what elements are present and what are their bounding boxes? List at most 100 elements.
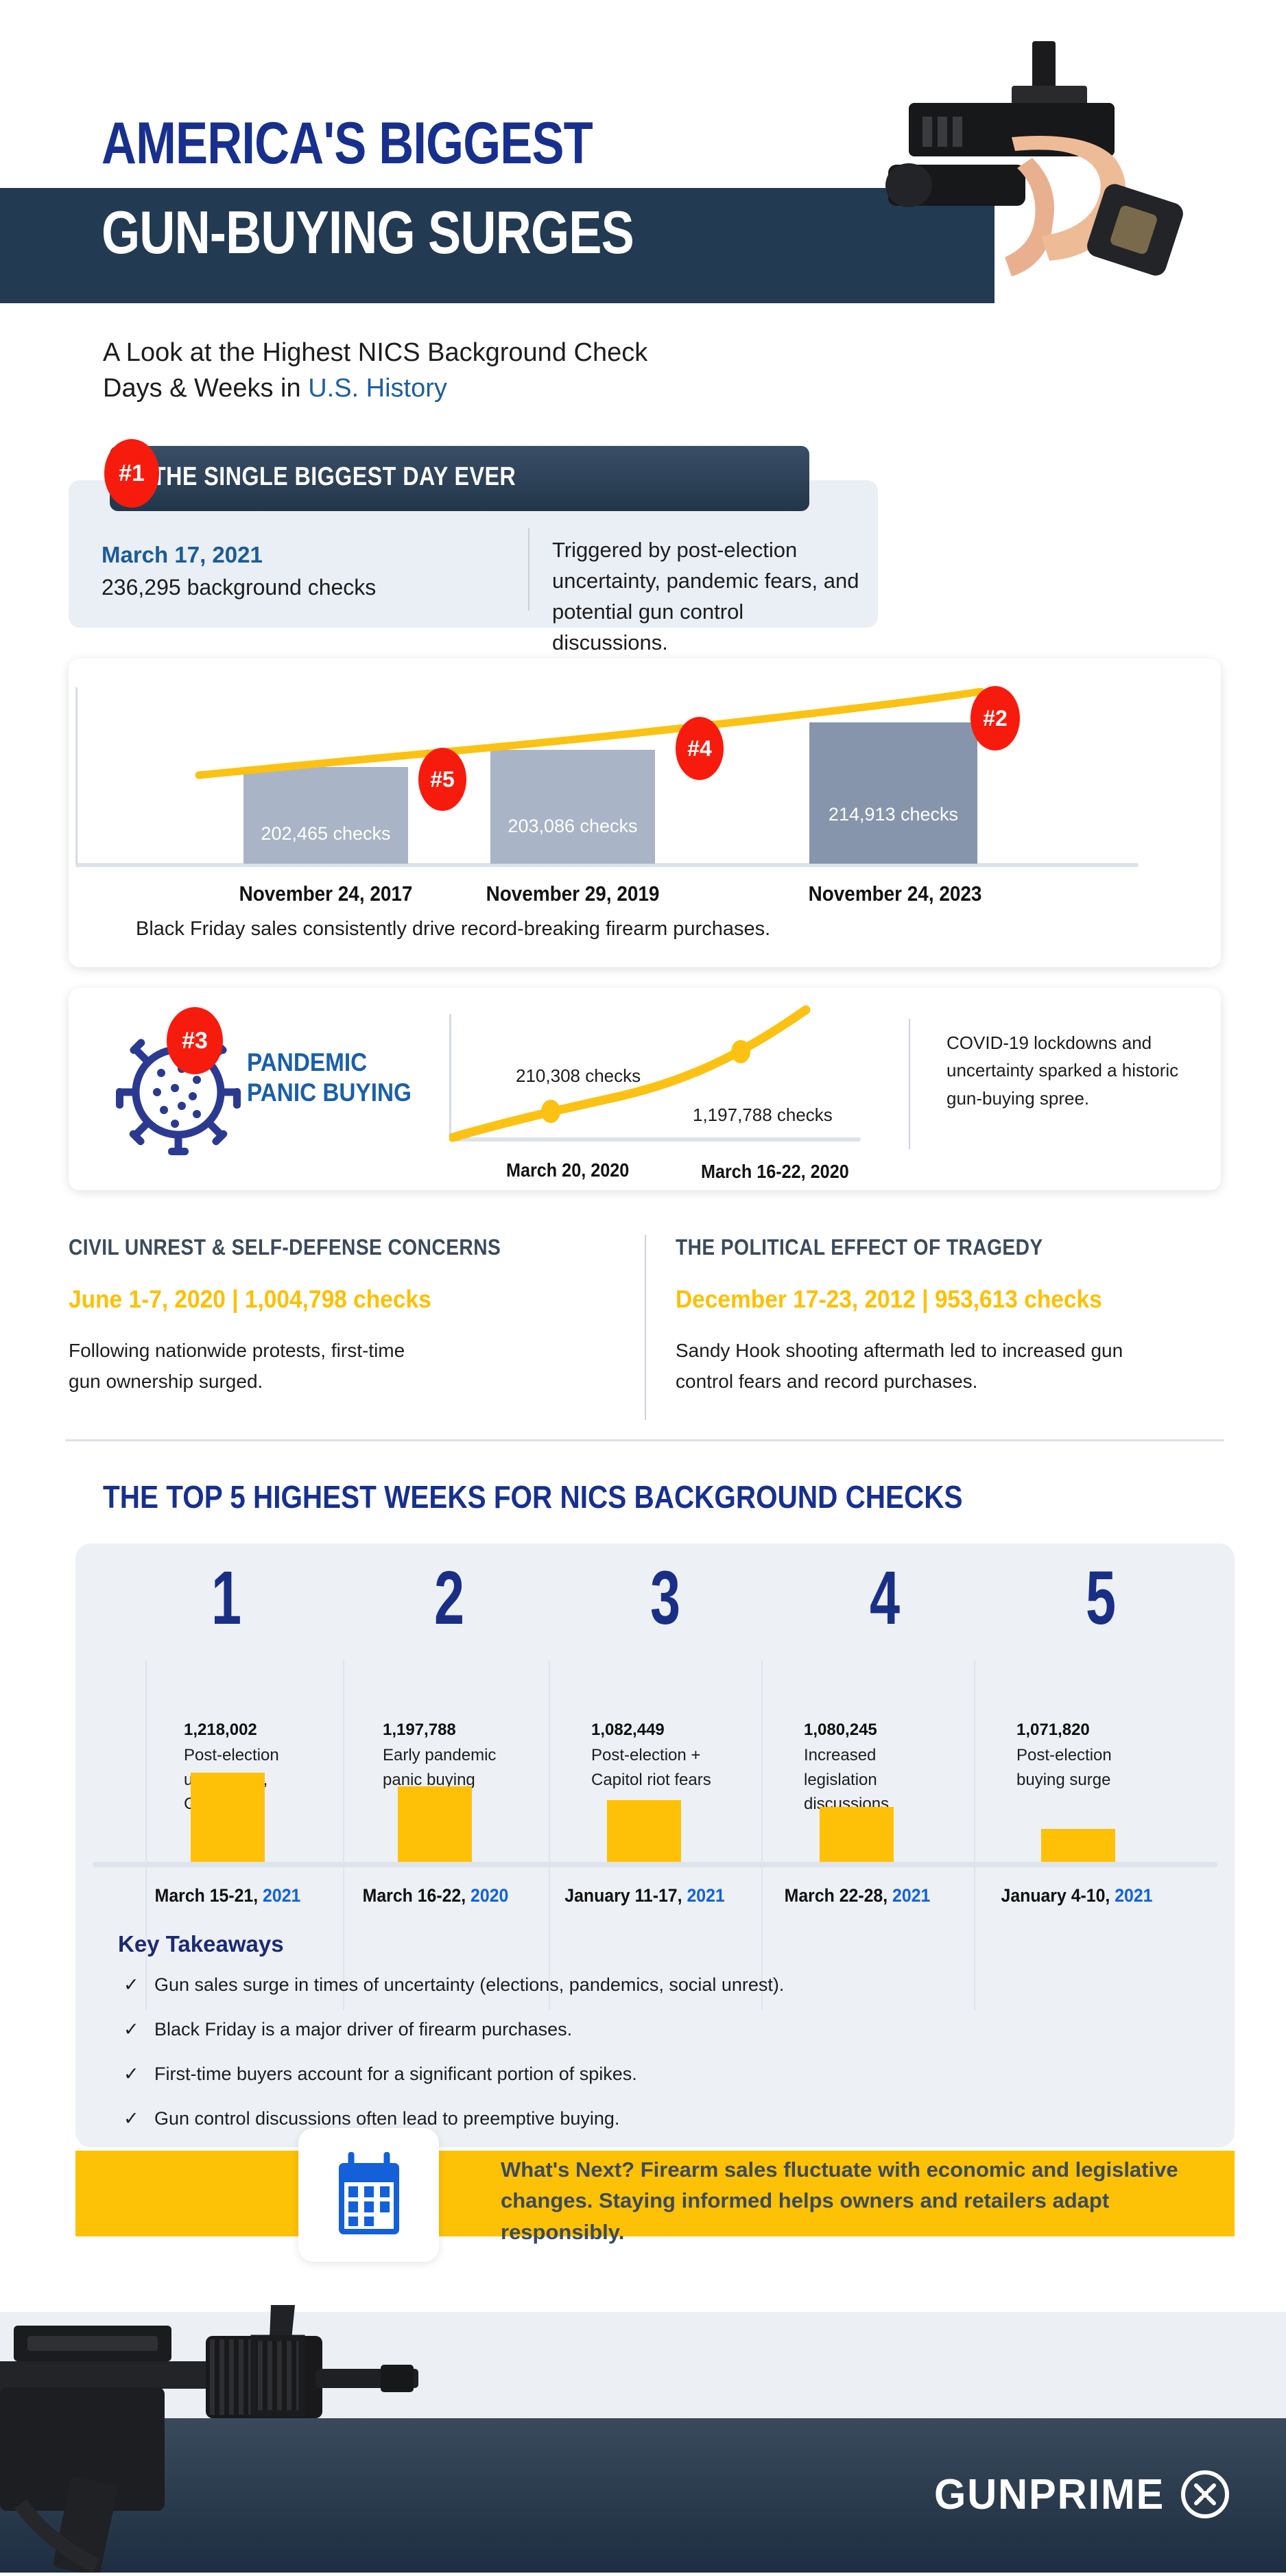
- top5-xlabel-2: January 11-17, 2021: [550, 1885, 739, 1906]
- pandemic-value-label-1: 1,197,788 checks: [693, 1104, 833, 1125]
- top5-value-0: 1,218,002: [184, 1721, 257, 1739]
- rank-badge-4: #4: [676, 717, 724, 780]
- top5-xlabel-month-1: March 16-22,: [362, 1885, 471, 1906]
- section-one-checks: 236,295 background checks: [102, 575, 377, 600]
- top5-rank-col-3: 4: [782, 1561, 988, 1636]
- top5-separator-1: [343, 1660, 344, 2010]
- rifle-photo: [0, 2298, 686, 2576]
- top5-value-4: 1,071,820: [1016, 1721, 1090, 1739]
- pistol-photo: [806, 21, 1286, 281]
- whats-next-text: What's Next? Firearm sales fluctuate wit…: [501, 2158, 1178, 2244]
- subtitle-line2: Days & Weeks in: [103, 374, 309, 403]
- top5-section-title: THE TOP 5 HIGHEST WEEKS FOR NICS BACKGRO…: [103, 1479, 963, 1515]
- column-civil-unrest: CIVIL UNREST & SELF-DEFENSE CONCERNS Jun…: [69, 1235, 590, 1397]
- hero-header: AMERICA'S BIGGEST GUN-BUYING SURGES: [0, 0, 1286, 316]
- top5-xlabel-month-0: March 15-21,: [154, 1885, 263, 1906]
- top5-desc-4: Post-election buying surge: [1016, 1746, 1112, 1789]
- top5-xlabel-0: March 15-21, 2021: [133, 1885, 322, 1906]
- top5-rank-col-2: 3: [562, 1561, 768, 1636]
- pandemic-heading-line1: PANDEMIC: [247, 1048, 368, 1076]
- pandemic-x-axis: [449, 1137, 861, 1142]
- top5-x-axis: [93, 1862, 1217, 1867]
- top5-xlabel-month-4: January 4-10,: [1001, 1885, 1115, 1906]
- pandemic-xlabel-0: March 20, 2020: [505, 1159, 630, 1181]
- top5-desc-3: Increased legislation discussions: [804, 1746, 890, 1814]
- top5-bar-1: [398, 1786, 472, 1862]
- top5-rank-4: 5: [1085, 1556, 1117, 1640]
- pandemic-xlabel-1: March 16-22, 2020: [700, 1161, 849, 1182]
- column-body-1: Sandy Hook shooting aftermath led to inc…: [676, 1340, 1123, 1392]
- top5-bar-2: [607, 1800, 681, 1862]
- black-friday-bar-0: 202,465 checks: [243, 767, 408, 864]
- section-one-ribbon: THE SINGLE BIGGEST DAY EVER: [110, 446, 809, 511]
- top5-value-2: 1,082,449: [591, 1721, 665, 1739]
- black-friday-x-axis: [75, 863, 1139, 867]
- black-friday-xlabel-0: November 24, 2017: [239, 882, 413, 906]
- top5-value-3: 1,080,245: [804, 1721, 877, 1739]
- top5-rank-col-0: 1: [123, 1561, 329, 1636]
- section-one-description: Triggered by post-election uncertainty, …: [552, 538, 859, 654]
- section-one-date: March 17, 2021: [102, 542, 263, 567]
- black-friday-bar-label-1: 203,086 checks: [508, 816, 638, 837]
- check-icon-3: ✓: [123, 2108, 139, 2129]
- ribbon-label: THE SINGLE BIGGEST DAY EVER: [152, 462, 516, 491]
- pandemic-heading-line2: PANIC BUYING: [247, 1078, 412, 1107]
- pandemic-trend-line: [449, 1005, 811, 1142]
- top5-xlabel-year-4: 2021: [1115, 1885, 1153, 1906]
- rank-badge-3: #3: [167, 1007, 223, 1074]
- crosshair-icon: [1181, 2470, 1229, 2518]
- logo-text: GUNPRIME: [933, 2470, 1165, 2518]
- black-friday-note: Black Friday sales consistently drive re…: [136, 918, 771, 940]
- key-takeaways-title: Key Takeaways: [118, 1931, 284, 1957]
- check-icon-1: ✓: [123, 2019, 139, 2040]
- top5-rank-col-4: 5: [998, 1561, 1204, 1636]
- top5-bar-3: [820, 1807, 894, 1862]
- section-rule: [65, 1439, 1224, 1441]
- top5-xlabel-month-3: March 22-28,: [784, 1885, 893, 1906]
- key-takeaway-0: Gun sales surge in times of uncertainty …: [154, 1974, 785, 1995]
- top5-xlabel-month-2: January 11-17,: [564, 1885, 687, 1906]
- key-takeaway-1: Black Friday is a major driver of firear…: [154, 2019, 573, 2040]
- column-highlight-0: June 1-7, 2020 | 1,004,798 checks: [69, 1285, 431, 1313]
- top5-separator-2: [549, 1660, 550, 2010]
- subtitle-highlight: U.S. History: [308, 374, 447, 403]
- pandemic-y-axis: [449, 1014, 451, 1139]
- top5-xlabel-year-0: 2021: [263, 1885, 301, 1906]
- top5-separator-0: [145, 1660, 147, 2010]
- top5-xlabel-year-3: 2021: [892, 1885, 931, 1906]
- top5-desc-2: Post-election + Capitol riot fears: [591, 1746, 711, 1789]
- two-column-section: CIVIL UNREST & SELF-DEFENSE CONCERNS Jun…: [65, 1235, 1224, 1427]
- black-friday-xlabel-2: November 24, 2023: [808, 882, 982, 906]
- black-friday-bar-2: 214,913 checks: [809, 722, 977, 864]
- calendar-icon-box: [298, 2128, 439, 2262]
- top5-separator-4: [974, 1660, 975, 2010]
- rank-badge-1: #1: [104, 439, 159, 508]
- top5-xlabel-year-1: 2020: [471, 1885, 509, 1906]
- column-body-0: Following nationwide protests, first-tim…: [69, 1340, 405, 1392]
- key-takeaway-3: Gun control discussions often lead to pr…: [154, 2108, 620, 2129]
- top5-rank-0: 1: [211, 1556, 242, 1640]
- pandemic-description: COVID-19 lockdowns and uncertainty spark…: [946, 1032, 1179, 1109]
- column-political-effect: THE POLITICAL EFFECT OF TRAGEDY December…: [676, 1235, 1197, 1397]
- whats-next-banner: [75, 2151, 1235, 2236]
- top5-value-1: 1,197,788: [383, 1721, 456, 1739]
- top5-xlabel-4: January 4-10, 2021: [982, 1885, 1171, 1906]
- top5-rank-col-1: 2: [346, 1561, 552, 1636]
- black-friday-xlabel-1: November 29, 2019: [486, 882, 660, 906]
- rank-badge-2: #2: [971, 686, 1020, 751]
- top5-bar-0: [191, 1773, 265, 1862]
- top5-bar-4: [1041, 1829, 1115, 1862]
- top5-separator-3: [761, 1660, 763, 2010]
- top5-xlabel-1: March 16-22, 2020: [341, 1885, 530, 1906]
- subtitle-line1: A Look at the Highest NICS Background Ch…: [103, 338, 648, 367]
- column-title-1: THE POLITICAL EFFECT OF TRAGEDY: [676, 1235, 1043, 1260]
- two-column-divider: [645, 1235, 646, 1420]
- top5-rank-3: 4: [869, 1556, 901, 1640]
- top5-rank-1: 2: [433, 1556, 465, 1640]
- page-title-line2: GUN-BUYING SURGES: [102, 198, 634, 266]
- gunprime-logo: GUNPRIME: [929, 2468, 1231, 2520]
- calendar-icon: [338, 2152, 399, 2234]
- check-icon-0: ✓: [123, 1974, 139, 1995]
- footer-band: [0, 2418, 1286, 2573]
